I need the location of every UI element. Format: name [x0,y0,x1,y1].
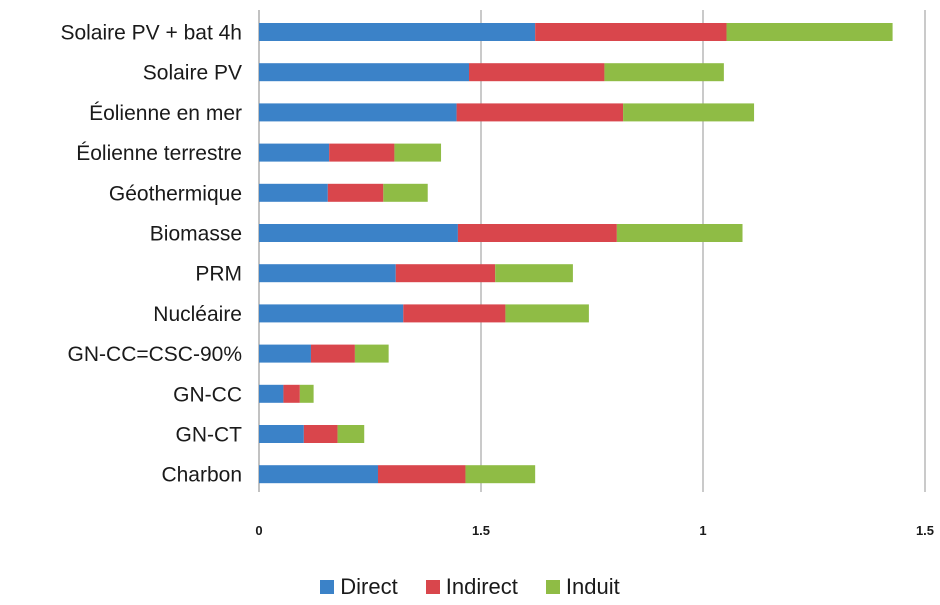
bar-indirect-2 [456,103,624,122]
bar-induit-8 [354,344,389,363]
legend-swatch [320,580,335,594]
bar-indirect-11 [377,465,466,484]
category-label: Solaire PV + bat 4h [60,22,242,45]
x-tick-label: 1.5 [472,523,490,538]
bar-induit-3 [394,143,442,162]
category-label: Éolienne en mer [89,102,242,125]
bar-indirect-3 [329,143,395,162]
category-label: Solaire PV [143,62,242,85]
category-label: GN-CC [173,383,242,406]
x-tick-label: 1 [699,523,706,538]
bar-direct-11 [259,465,378,484]
category-label: PRM [195,263,242,286]
bar-direct-2 [259,103,457,122]
bar-indirect-7 [403,304,506,323]
category-label: Charbon [161,464,242,487]
bar-indirect-1 [469,63,605,82]
bar-direct-8 [259,344,311,363]
bar-induit-1 [604,63,724,82]
legend-label: Indirect [445,574,518,599]
x-tick-label: 0 [255,523,262,538]
bar-direct-9 [259,384,284,403]
category-label: Nucléaire [153,303,242,326]
bar-direct-6 [259,264,396,283]
bar-direct-0 [259,23,536,41]
legend-item-direct: Direct [320,574,398,600]
bar-indirect-10 [303,425,338,443]
legend-swatch [545,580,560,594]
bar-direct-5 [259,224,458,242]
bar-induit-9 [299,384,314,403]
gridlines [258,10,926,492]
x-tick-labels: 0 1.5 1 1.5 [255,523,934,538]
bar-induit-5 [616,224,743,242]
legend-item-induit: Induit [545,574,620,600]
legend-item-indirect: Indirect [425,574,518,600]
bar-indirect-0 [535,23,727,41]
category-label: Éolienne terrestre [76,142,242,165]
bar-induit-6 [495,264,573,283]
bar-direct-10 [259,425,304,443]
bar-induit-7 [505,304,589,323]
category-label: GN-CT [176,424,243,447]
legend-label: Induit [565,574,620,599]
bar-induit-4 [383,183,428,202]
bar-induit-2 [623,103,755,122]
bar-induit-11 [465,465,536,484]
category-labels: Solaire PV + bat 4h Solaire PV Éolienne en… [60,22,242,487]
category-label: GN-CC=CSC-90% [68,343,242,366]
bar-direct-4 [259,183,328,202]
x-tick-label: 1.5 [916,523,934,538]
category-label: Géothermique [109,182,242,205]
bar-direct-7 [259,304,404,323]
bar-indirect-5 [457,224,617,242]
bar-induit-0 [726,23,893,41]
bar-induit-10 [337,425,365,443]
legend-swatch [425,580,440,594]
bar-direct-1 [259,63,470,82]
bars [259,23,893,484]
legend-label: Direct [340,574,398,599]
category-label: Biomasse [150,223,242,246]
bar-indirect-4 [327,183,384,202]
bar-indirect-6 [395,264,496,283]
bar-indirect-8 [310,344,355,363]
legend: Direct Indirect Induit [0,574,940,600]
bar-direct-3 [259,143,330,162]
bar-indirect-9 [283,384,300,403]
